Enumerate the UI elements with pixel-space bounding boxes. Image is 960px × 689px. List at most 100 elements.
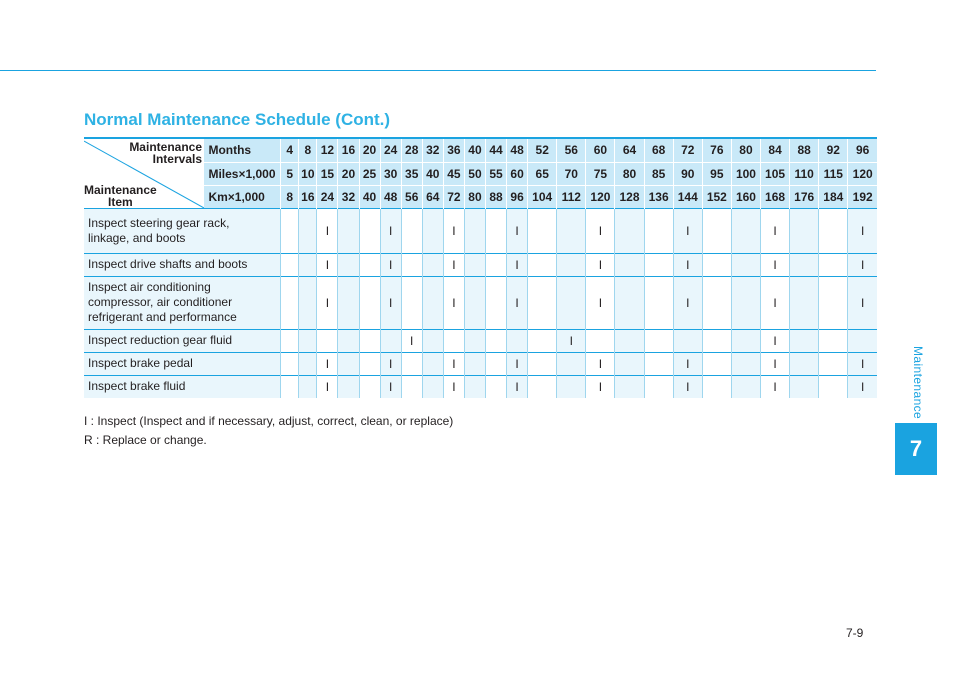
schedule-cell [358,351,381,375]
schedule-cell [730,207,761,253]
schedule-cell: I [760,275,790,329]
schedule-cell [421,252,444,276]
schedule-cell [527,207,557,253]
schedule-cell [614,252,645,276]
maintenance-item-line: Inspect air conditioning [88,280,211,294]
interval-value: 32 [421,139,444,162]
schedule-cell: I [442,207,465,253]
schedule-cell [818,252,848,276]
interval-value: 16 [337,139,360,162]
interval-value: 72 [672,139,703,162]
schedule-cell [298,328,317,352]
schedule-cell [506,328,528,352]
maintenance-item-line: linkage, and boots [88,230,186,245]
schedule-cell: I [760,351,790,375]
table-top-rule [84,137,877,139]
interval-value: 90 [672,161,703,185]
schedule-cell [421,207,444,253]
schedule-cell [484,351,507,375]
schedule-cell [280,275,299,329]
schedule-cell: I [847,374,877,398]
schedule-cell [730,275,761,329]
interval-value: 52 [527,139,557,162]
schedule-cell [556,207,586,253]
schedule-cell: I [760,328,790,352]
corner-item-label: Maintenance Item [84,184,157,208]
legend: I : Inspect (Inspect and if necessary, a… [84,412,453,450]
corner-intervals-line: Maintenance [129,140,202,154]
chapter-number: 7 [895,423,937,475]
schedule-cell [421,328,444,352]
schedule-cell [701,374,732,398]
maintenance-item: Inspect brake fluid [84,374,281,398]
interval-value: 60 [585,139,615,162]
interval-value: 184 [818,184,848,208]
schedule-cell: I [316,275,338,329]
schedule-cell [280,374,299,398]
schedule-cell [643,275,674,329]
schedule-cell [379,328,402,352]
interval-value: 110 [789,161,819,185]
schedule-cell [789,207,819,253]
legend-inspect: I : Inspect (Inspect and if necessary, a… [84,414,454,428]
interval-value: 112 [556,184,586,208]
maintenance-item: Inspect air conditioning compressor, air … [84,275,281,329]
interval-value: 152 [701,184,732,208]
interval-value: 25 [358,161,381,185]
interval-value: 88 [789,139,819,162]
schedule-cell: I [847,275,877,329]
interval-value: 96 [506,184,528,208]
schedule-cell: I [672,351,703,375]
interval-value: 80 [730,139,761,162]
schedule-cell [400,374,423,398]
schedule-cell [484,207,507,253]
interval-value: 88 [484,184,507,208]
interval-row-label: Miles×1,000 [204,161,281,185]
interval-value: 50 [463,161,486,185]
schedule-cell [614,351,645,375]
schedule-cell: I [585,351,615,375]
schedule-cell [730,374,761,398]
schedule-cell [730,252,761,276]
interval-value: 48 [506,139,528,162]
interval-row-label: Km×1,000 [204,184,281,208]
chapter-side-tab[interactable]: Maintenance 7 [895,322,937,475]
schedule-cell [484,252,507,276]
schedule-cell [730,351,761,375]
schedule-cell [701,252,732,276]
interval-value: 80 [463,184,486,208]
schedule-cell [463,275,486,329]
schedule-cell [527,275,557,329]
schedule-cell: I [379,351,402,375]
schedule-cell [400,275,423,329]
schedule-cell [556,374,586,398]
section-title: Normal Maintenance Schedule (Cont.) [84,110,391,129]
interval-value: 20 [337,161,360,185]
schedule-cell [463,374,486,398]
schedule-cell [527,252,557,276]
maintenance-item-line: refrigerant and performance [88,310,237,324]
interval-value: 24 [316,184,338,208]
schedule-cell [585,328,615,352]
schedule-cell [643,252,674,276]
schedule-cell: I [316,252,338,276]
interval-value: 95 [701,161,732,185]
schedule-cell: I [585,374,615,398]
maintenance-item: Inspect steering gear rack, linkage, and … [84,207,281,253]
table-row: Inspect steering gear rack, linkage, and … [84,207,877,253]
maintenance-item-line: Inspect steering gear rack, [88,215,230,230]
interval-value: 8 [298,139,317,162]
schedule-cell [818,374,848,398]
maintenance-item: Inspect reduction gear fluid [84,328,281,352]
schedule-cell [701,275,732,329]
schedule-cell: I [442,374,465,398]
schedule-cell: I [556,328,586,352]
schedule-cell [484,374,507,398]
schedule-cell [614,275,645,329]
table-row: Inspect drive shafts and boots I I I I I I I I [84,252,877,276]
schedule-cell: I [847,207,877,253]
schedule-cell [337,351,360,375]
schedule-cell [701,328,732,352]
interval-value: 5 [280,161,299,185]
interval-row-label: Months [204,139,281,162]
